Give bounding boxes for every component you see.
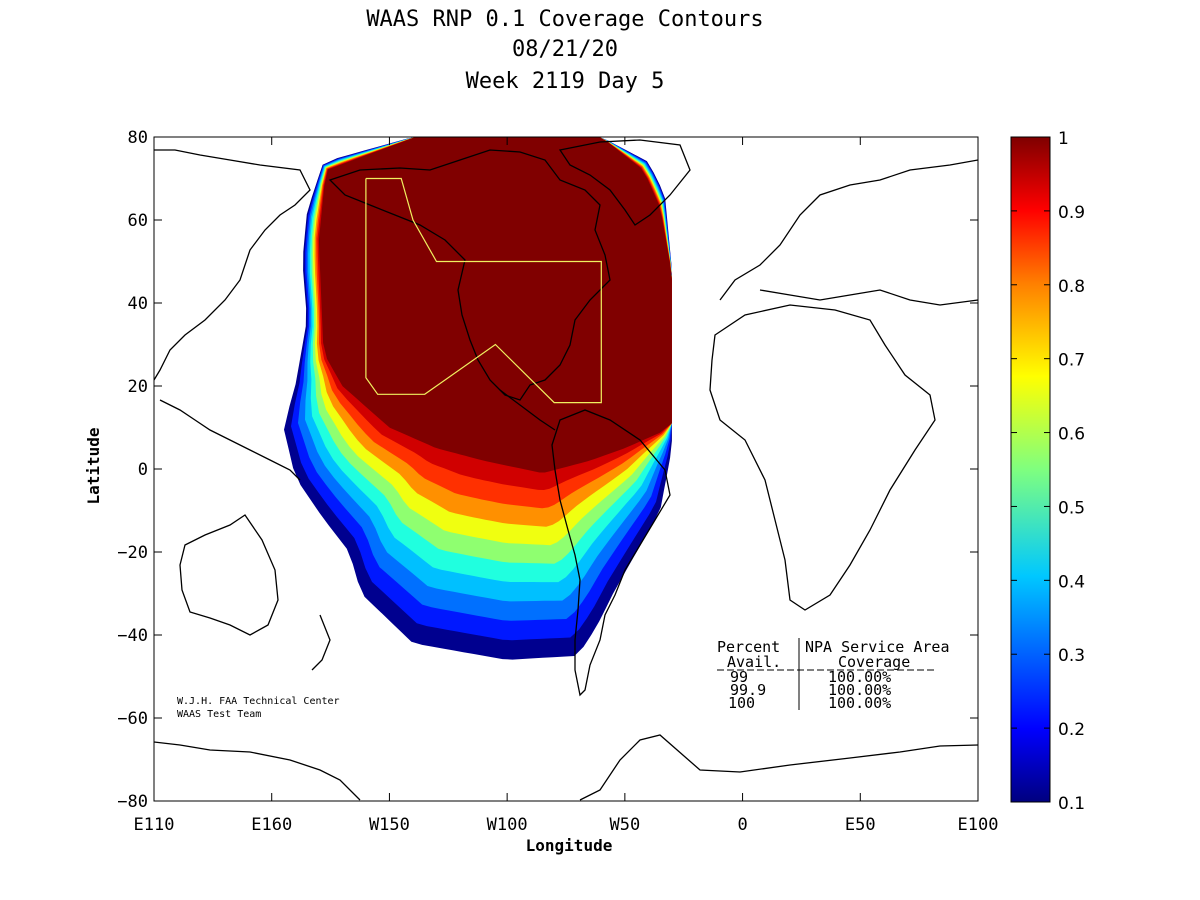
coastline-australia	[179, 514, 279, 636]
service-area-boundary	[365, 177, 602, 404]
x-tick-label: W100	[487, 815, 528, 835]
colorbar-tick-label: 0.8	[1058, 277, 1085, 297]
x-tick-label: E100	[958, 815, 999, 835]
y-tick-label: 60	[128, 211, 148, 231]
coastline-new-zealand	[311, 614, 331, 671]
y-tick-label: −20	[117, 543, 148, 563]
coastline-south-america	[551, 409, 671, 697]
x-axis-label: Longitude	[526, 836, 613, 855]
coastline-antarctica	[154, 734, 978, 801]
stats-header-npa: NPA Service Area	[805, 638, 950, 656]
y-tick-label: 20	[128, 377, 148, 397]
colorbar-tick-label: 0.6	[1058, 425, 1085, 445]
coverage-contours	[284, 137, 672, 660]
contour-band-1	[318, 137, 672, 473]
coastline-europe	[719, 159, 978, 306]
y-tick-label: 0	[138, 460, 148, 480]
credit-line-2: WAAS Test Team	[177, 709, 261, 720]
colorbar-tick-label: 0.3	[1058, 646, 1085, 666]
x-tick-label: E50	[845, 815, 876, 835]
stats-subheader-avail: Avail.	[727, 653, 781, 671]
credit-line-1: W.J.H. FAA Technical Center	[177, 696, 340, 707]
stats-row-1-coverage: 100.00%	[828, 668, 891, 686]
coastline-central-america	[499, 389, 556, 431]
y-axis-label: Latitude	[84, 427, 103, 504]
stats-row-3-avail: 100	[728, 694, 755, 712]
stats-row-2-avail: 99.9	[730, 681, 766, 699]
y-tick-label: −40	[117, 626, 148, 646]
x-tick-label: W50	[609, 815, 640, 835]
y-tick-label: 80	[128, 128, 148, 148]
chart-title-line-1: WAAS RNP 0.1 Coverage Contours	[366, 7, 763, 32]
colorbar-tick-label: 0.2	[1058, 720, 1085, 740]
coastline-maritime-asia	[159, 399, 301, 481]
x-tick-label: E110	[134, 815, 175, 835]
colorbar-tick-label: 0.4	[1058, 572, 1085, 592]
x-axis-ticks: E110 E160 W150 W100 W50 0 E50 E100	[134, 137, 999, 835]
stats-row-1-avail: 99	[730, 668, 748, 686]
y-tick-label: −80	[117, 792, 148, 812]
stats-row-3-coverage: 100.00%	[828, 694, 891, 712]
x-tick-label: E160	[251, 815, 292, 835]
chart-title-line-2: 08/21/20	[512, 37, 618, 62]
colorbar-tick-label: 0.5	[1058, 498, 1085, 518]
colorbar-tick-label: 0.1	[1058, 794, 1085, 814]
coastlines	[154, 139, 978, 801]
coastline-east-asia	[154, 149, 311, 381]
stats-row-2-coverage: 100.00%	[828, 681, 891, 699]
colorbar-tick-label: 1	[1058, 129, 1069, 149]
colorbar	[1010, 136, 1051, 803]
chart-title-line-3: Week 2119 Day 5	[466, 69, 665, 94]
y-tick-label: 40	[128, 294, 148, 314]
coastline-north-america	[328, 149, 611, 401]
x-tick-label: W150	[369, 815, 410, 835]
colorbar-tick-label: 0.9	[1058, 203, 1085, 223]
x-tick-label: 0	[737, 815, 747, 835]
y-tick-label: −60	[117, 709, 148, 729]
coastline-africa	[709, 304, 936, 611]
stats-table: Percent NPA Service Area Avail. Coverage…	[717, 638, 950, 712]
colorbar-ticks: 1 0.9 0.8 0.7 0.6 0.5 0.4 0.3 0.2 0.1	[1011, 129, 1085, 814]
coastline-greenland	[558, 139, 691, 226]
stats-header-percent: Percent	[717, 638, 780, 656]
y-axis-ticks: 80 60 40 20 0 −20 −40 −60 −80	[117, 128, 978, 812]
stats-subheader-coverage: Coverage	[838, 653, 910, 671]
colorbar-tick-label: 0.7	[1058, 351, 1085, 371]
